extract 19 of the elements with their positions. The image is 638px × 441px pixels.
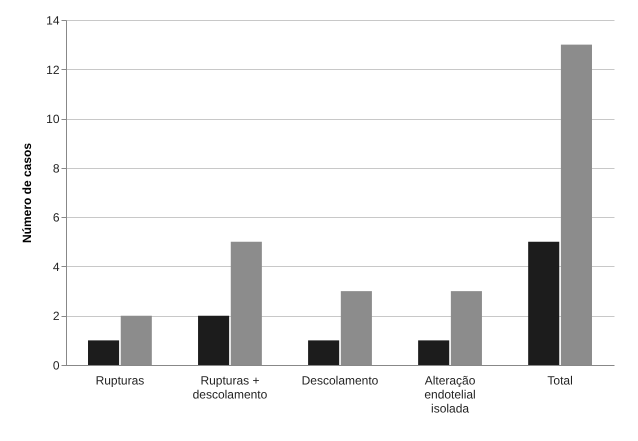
x-tick-label: Descolamento bbox=[302, 374, 379, 388]
y-tick-label: 14 bbox=[46, 14, 60, 28]
x-tick-label: Rupturas + descolamento bbox=[192, 374, 268, 402]
y-axis-title: Número de casos bbox=[20, 142, 34, 244]
y-tick-label: 10 bbox=[46, 112, 60, 126]
x-tick-label: Rupturas bbox=[96, 374, 144, 388]
y-tick-label: 0 bbox=[52, 358, 60, 372]
y-tick-label: 12 bbox=[46, 62, 60, 77]
y-tick-label: 8 bbox=[52, 161, 60, 176]
bar bbox=[308, 340, 340, 365]
x-tick-label: Alteração endotelial isolada bbox=[424, 374, 476, 416]
bar bbox=[198, 316, 230, 365]
bar bbox=[88, 340, 120, 365]
y-tick-label: 2 bbox=[52, 309, 60, 324]
bar bbox=[528, 242, 560, 365]
y-tick-label: 6 bbox=[52, 210, 60, 225]
bar bbox=[418, 340, 450, 365]
y-tick-label: 4 bbox=[52, 260, 60, 274]
x-tick-label: Total bbox=[547, 374, 573, 388]
